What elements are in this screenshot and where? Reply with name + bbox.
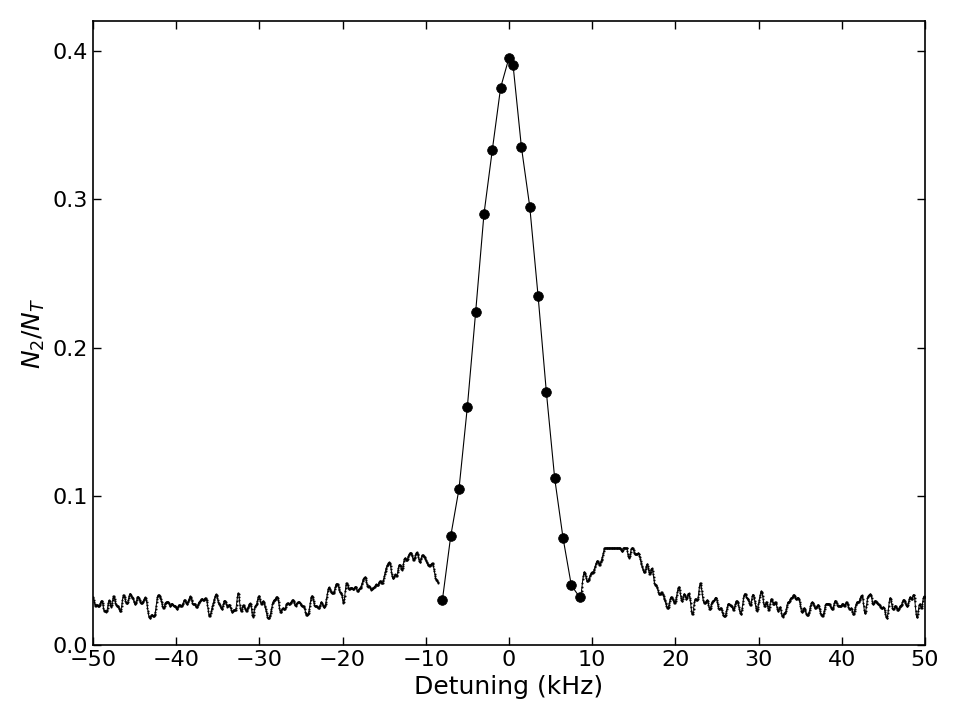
Y-axis label: $N_2/N_T$: $N_2/N_T$: [21, 297, 47, 369]
X-axis label: Detuning (kHz): Detuning (kHz): [415, 675, 604, 699]
